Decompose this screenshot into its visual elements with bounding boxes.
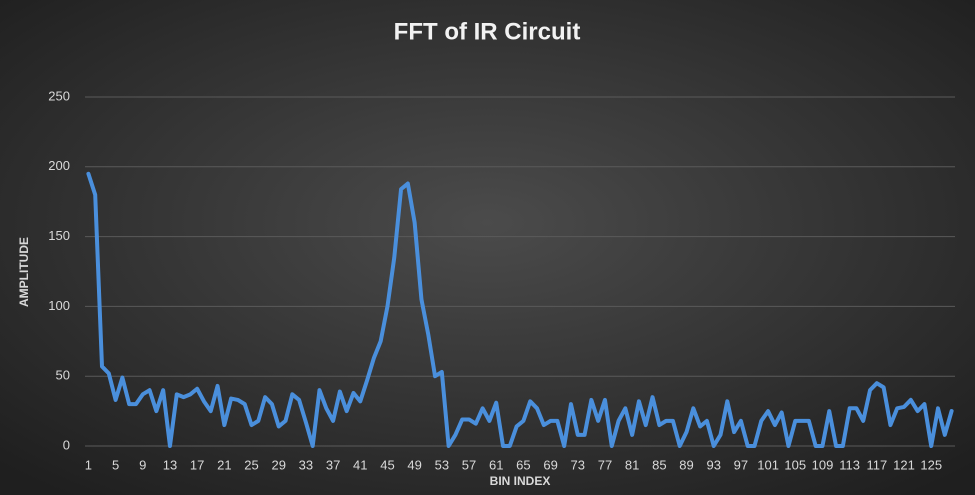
- x-tick-label: 93: [706, 457, 720, 472]
- x-tick-label: 97: [734, 457, 748, 472]
- y-tick-label: 250: [48, 88, 70, 103]
- x-tick-label: 109: [812, 457, 834, 472]
- x-tick-label: 101: [757, 457, 779, 472]
- x-tick-label: 77: [598, 457, 612, 472]
- x-tick-label: 85: [652, 457, 666, 472]
- x-axis-title: BIN INDEX: [490, 474, 551, 488]
- x-tick-label: 21: [217, 457, 231, 472]
- y-tick-label: 200: [48, 158, 70, 173]
- x-tick-label: 81: [625, 457, 639, 472]
- x-tick-label: 37: [326, 457, 340, 472]
- x-tick-label: 57: [462, 457, 476, 472]
- chart-title: FFT of IR Circuit: [394, 18, 581, 45]
- x-tick-label: 61: [489, 457, 503, 472]
- x-tick-label: 125: [920, 457, 942, 472]
- x-tick-label: 49: [407, 457, 421, 472]
- x-tick-label: 89: [679, 457, 693, 472]
- x-tick-label: 117: [866, 457, 887, 472]
- x-tick-label: 45: [380, 457, 394, 472]
- x-tick-label: 121: [893, 457, 915, 472]
- x-tick-label: 41: [353, 457, 367, 472]
- x-tick-label: 105: [784, 457, 806, 472]
- y-tick-label: 150: [48, 228, 70, 243]
- x-tick-label: 13: [163, 457, 177, 472]
- x-tick-label: 1: [85, 457, 92, 472]
- x-tick-label: 5: [112, 457, 119, 472]
- x-tick-label: 69: [543, 457, 557, 472]
- x-tick-label: 9: [139, 457, 146, 472]
- x-tick-label: 33: [299, 457, 313, 472]
- x-tick-label: 17: [190, 457, 204, 472]
- y-tick-label: 100: [48, 298, 70, 313]
- y-axis-title: AMPLITUDE: [17, 237, 31, 307]
- x-tick-label: 25: [244, 457, 258, 472]
- x-tick-label: 29: [271, 457, 285, 472]
- x-tick-label: 73: [571, 457, 585, 472]
- data-line: [86, 171, 954, 448]
- x-tick-label: 113: [839, 457, 860, 472]
- y-tick-label: 50: [56, 368, 70, 383]
- x-tick-label: 65: [516, 457, 530, 472]
- y-tick-label: 0: [63, 437, 70, 452]
- x-tick-label: 53: [435, 457, 449, 472]
